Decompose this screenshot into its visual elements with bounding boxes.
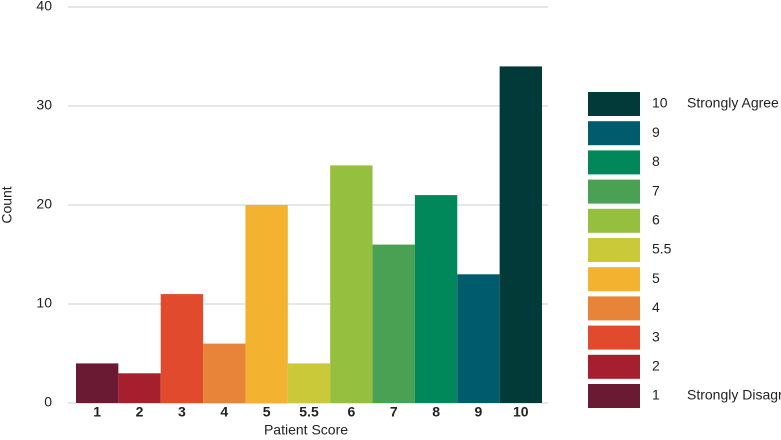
y-tick-label: 0	[44, 394, 52, 410]
y-axis-label: Count	[0, 186, 15, 223]
bar	[457, 274, 500, 403]
x-axis-label: Patient Score	[264, 422, 348, 438]
legend-label: 6	[652, 212, 660, 228]
bar	[287, 363, 331, 403]
legend-swatch	[588, 92, 640, 116]
legend-label: 7	[652, 182, 660, 198]
bar	[499, 66, 542, 404]
bar	[203, 343, 246, 403]
x-tick-label: 3	[178, 404, 186, 420]
legend-label: 1	[652, 387, 660, 403]
legend-swatch	[588, 325, 640, 350]
x-tick-label: 4	[220, 404, 228, 420]
y-tick-label: 40	[36, 0, 52, 14]
legend-swatch	[588, 354, 640, 379]
legend-label: 3	[652, 328, 660, 344]
legend-swatch	[588, 384, 640, 408]
x-tick-label: 9	[475, 404, 483, 420]
legend-label: 5	[652, 270, 660, 286]
bar	[330, 165, 373, 403]
legend-label: 9	[652, 124, 660, 140]
legend-swatch	[588, 296, 640, 321]
x-tick-label: 10	[513, 404, 529, 420]
legend-label: 8	[652, 153, 660, 169]
legend-swatch	[588, 121, 640, 146]
legend-swatch	[588, 238, 640, 262]
bar	[372, 244, 415, 403]
y-tick-label: 10	[36, 295, 52, 311]
bar	[414, 195, 458, 403]
legend-note: Strongly Disagree	[687, 387, 781, 403]
x-tick-label: 1	[93, 404, 101, 420]
x-tick-label: 8	[432, 404, 440, 420]
legend-note: Strongly Agree	[687, 95, 779, 111]
y-tick-label: 20	[36, 196, 52, 212]
y-tick-label: 30	[36, 97, 52, 113]
legend-label: 4	[652, 299, 660, 315]
bar	[118, 373, 161, 403]
legend-label: 2	[652, 358, 660, 374]
x-tick-label: 6	[347, 404, 355, 420]
x-tick-label: 5	[263, 404, 271, 420]
bar	[245, 205, 288, 403]
legend-swatch	[588, 150, 640, 175]
legend-swatch	[588, 208, 640, 233]
x-tick-label: 7	[390, 404, 398, 420]
x-tick-label: 5.5	[299, 404, 319, 420]
legend-swatch	[588, 179, 640, 204]
x-tick-label: 2	[136, 404, 144, 420]
legend-swatch	[588, 267, 640, 292]
legend-label: 5.5	[652, 241, 672, 257]
bar	[76, 363, 119, 403]
bar	[160, 294, 204, 403]
legend-label: 10	[652, 95, 668, 111]
